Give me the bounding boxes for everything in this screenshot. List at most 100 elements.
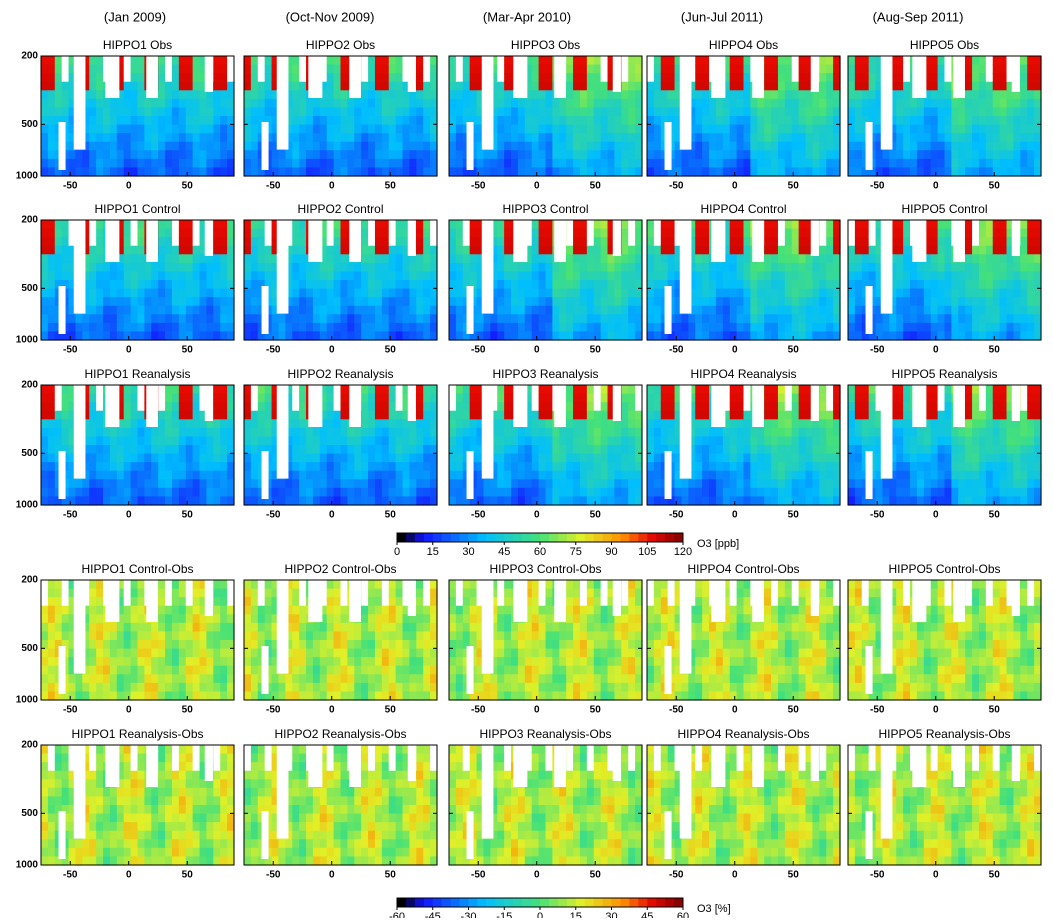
contour-fill (1027, 99, 1034, 108)
contour-fill (993, 297, 1000, 306)
contour-fill (938, 237, 945, 246)
contour-fill (931, 237, 938, 246)
contour-fill (833, 159, 840, 168)
contour-fill (382, 454, 389, 463)
contour-fill (621, 73, 628, 82)
contour-fill (917, 297, 924, 306)
contour-fill (1000, 263, 1007, 272)
contour-fill (251, 167, 258, 176)
contour-fill (972, 107, 979, 116)
contour-fill (62, 436, 69, 445)
contour-fill (213, 297, 220, 306)
contour-fill (96, 150, 103, 159)
contour-fill (661, 82, 668, 91)
contour-fill (511, 297, 518, 306)
contour-fill (244, 133, 251, 142)
contour-fill (559, 306, 566, 315)
contour-fill (654, 167, 661, 176)
contour-fill (532, 280, 539, 289)
contour-fill (206, 488, 213, 497)
contour-fill (993, 159, 1000, 168)
contour-fill (965, 297, 972, 306)
contour-fill (826, 237, 833, 246)
contour-fill (456, 107, 463, 116)
contour-fill (757, 306, 764, 315)
contour-fill (172, 56, 179, 65)
contour-fill (244, 331, 251, 340)
contour-fill (785, 254, 792, 263)
contour-fill (200, 462, 207, 471)
contour-fill (285, 167, 292, 176)
contour-fill (744, 263, 751, 272)
contour-fill (354, 107, 361, 116)
contour-fill (244, 125, 251, 134)
contour-fill (179, 116, 186, 125)
contour-fill (89, 263, 96, 272)
contour-fill (463, 411, 470, 420)
contour-fill (750, 331, 757, 340)
y-tick-label: 500 (21, 119, 38, 130)
contour-fill (272, 150, 279, 159)
contour-fill (117, 116, 124, 125)
contour-fill (341, 306, 348, 315)
contour-fill (389, 107, 396, 116)
contour-fill (200, 107, 207, 116)
contour-fill (193, 462, 200, 471)
contour-fill (778, 116, 785, 125)
contour-fill (532, 82, 539, 91)
contour-fill (423, 445, 430, 454)
data-gap (513, 220, 527, 262)
contour-fill (96, 306, 103, 315)
contour-fill (566, 314, 573, 323)
contour-fill (258, 65, 265, 74)
contour-fill (382, 254, 389, 263)
contour-fill (463, 419, 470, 428)
contour-fill (213, 280, 220, 289)
contour-fill (938, 323, 945, 332)
contour-fill (382, 56, 389, 65)
contour-fill (896, 220, 903, 229)
contour-fill (48, 271, 55, 280)
contour-fill (165, 229, 172, 238)
contour-fill (430, 125, 437, 134)
contour-fill (532, 306, 539, 315)
contour-fill (258, 73, 265, 82)
contour-fill (889, 314, 896, 323)
contour-fill (110, 150, 117, 159)
contour-fill (737, 99, 744, 108)
contour-fill (938, 289, 945, 298)
contour-fill (917, 306, 924, 315)
contour-fill (628, 125, 635, 134)
contour-fill (945, 280, 952, 289)
contour-fill (896, 323, 903, 332)
contour-fill (931, 107, 938, 116)
contour-fill (723, 159, 730, 168)
contour-fill (668, 263, 675, 272)
contour-fill (1034, 263, 1041, 272)
contour-fill (986, 56, 993, 65)
contour-fill (206, 462, 213, 471)
contour-fill (172, 436, 179, 445)
contour-fill (227, 263, 234, 272)
contour-fill (423, 116, 430, 125)
contour-fill (594, 142, 601, 151)
contour-fill (951, 150, 958, 159)
contour-fill (341, 314, 348, 323)
contour-fill (213, 56, 220, 65)
contour-fill (771, 133, 778, 142)
contour-fill (347, 263, 354, 272)
contour-fill (1000, 246, 1007, 255)
contour-fill (1000, 73, 1007, 82)
contour-fill (552, 314, 559, 323)
contour-fill (172, 246, 179, 255)
contour-fill (186, 73, 193, 82)
contour-fill (965, 159, 972, 168)
contour-fill (179, 159, 186, 168)
contour-fill (416, 323, 423, 332)
data-gap (408, 220, 416, 256)
contour-fill (792, 99, 799, 108)
contour-fill (131, 237, 138, 246)
contour-fill (396, 159, 403, 168)
contour-fill (306, 331, 313, 340)
contour-fill (869, 246, 876, 255)
